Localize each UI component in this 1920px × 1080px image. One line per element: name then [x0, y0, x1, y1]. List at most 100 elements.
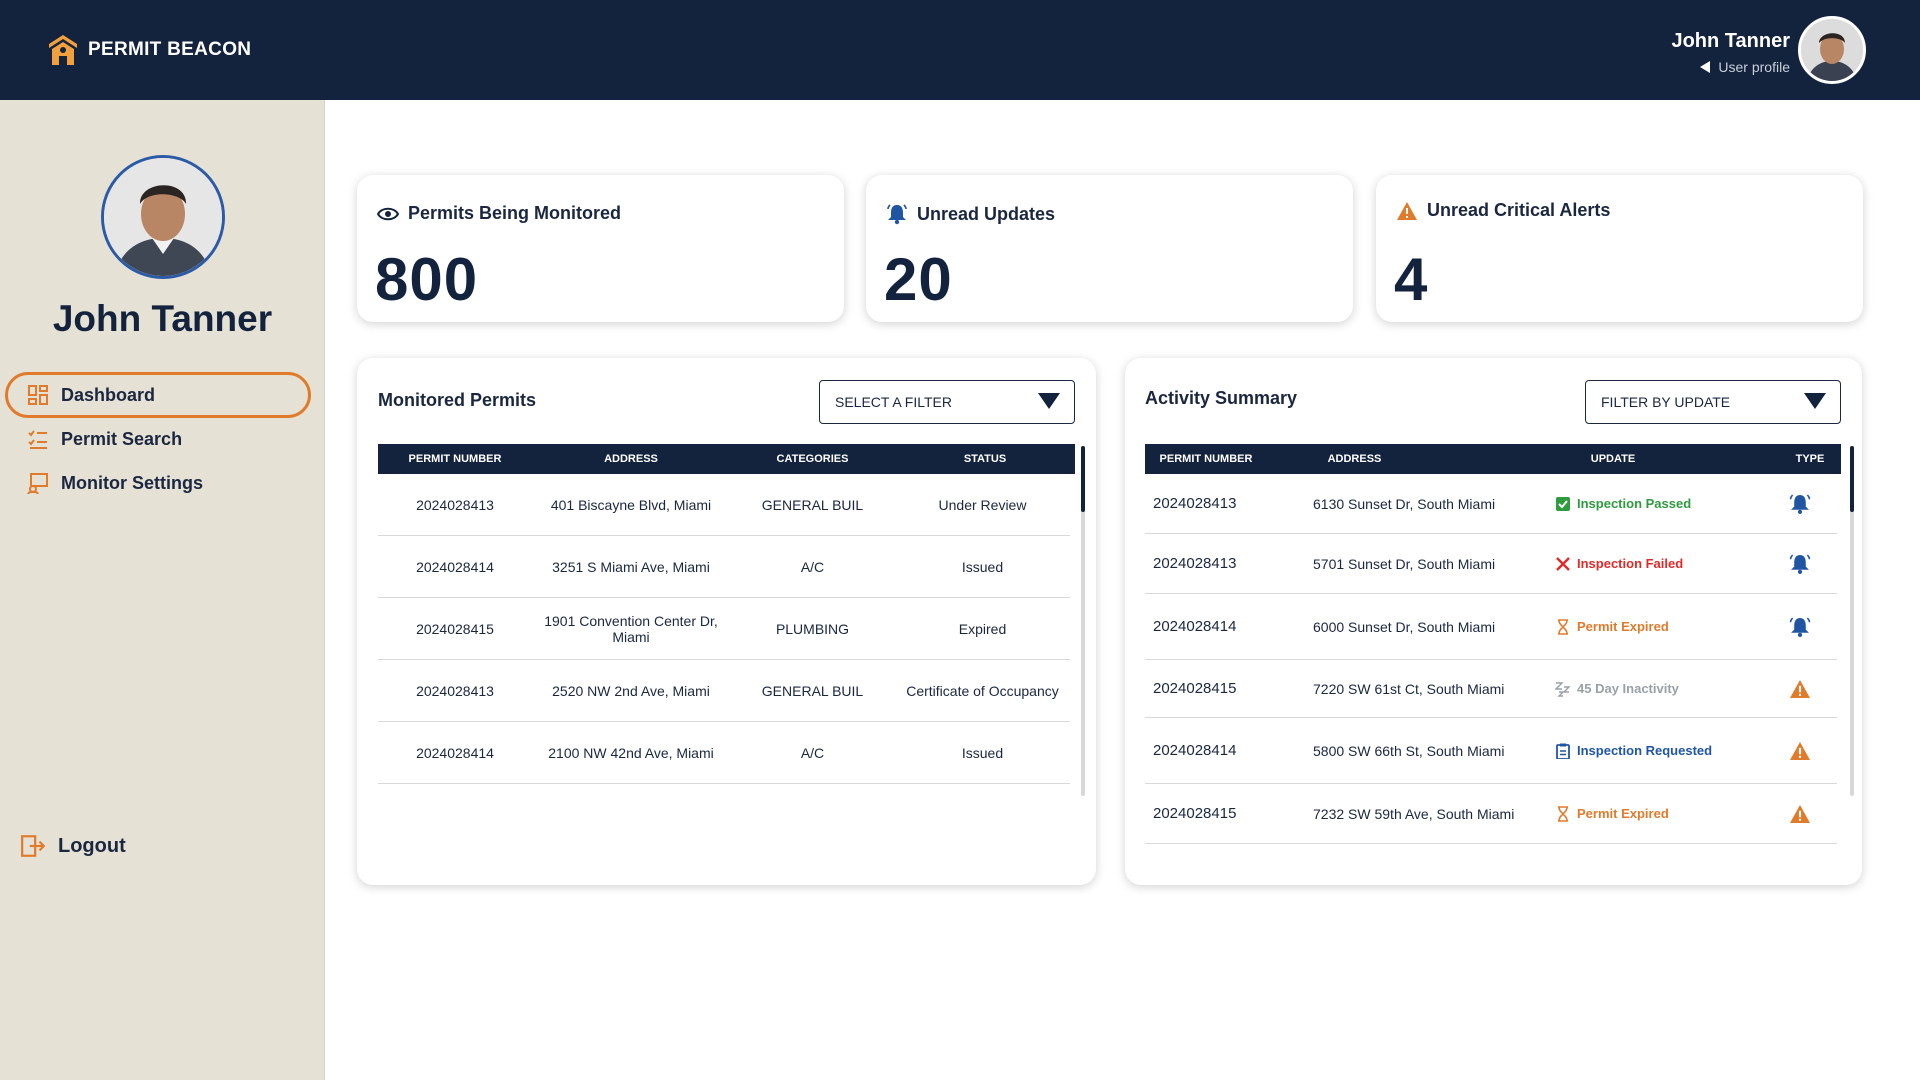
- update-type[interactable]: [1770, 741, 1830, 761]
- monitored-permits-panel: Monitored Permits SELECT A FILTER PERMIT…: [357, 358, 1096, 885]
- permit-number: 2024028413: [1153, 495, 1237, 512]
- update-type[interactable]: [1770, 493, 1830, 514]
- address: 6130 Sunset Dr, South Miami: [1313, 495, 1496, 512]
- sidebar-item-permit-search[interactable]: Permit Search: [5, 416, 311, 462]
- address: 5800 SW 66th St, South Miami: [1313, 742, 1505, 759]
- permit-number: 2024028414: [416, 558, 494, 575]
- table-row[interactable]: 2024028413 5701 Sunset Dr, South Miami Ins…: [1145, 534, 1837, 594]
- column-header[interactable]: UPDATE: [1590, 453, 1636, 465]
- address: 7232 SW 59th Ave, South Miami: [1313, 805, 1515, 822]
- status: Issued: [961, 744, 1004, 761]
- stat-label: Unread Critical Alerts: [1427, 200, 1611, 220]
- column-header[interactable]: CATEGORIES: [776, 453, 849, 465]
- update-status: Inspection Passed: [1545, 496, 1770, 512]
- sidebar-avatar: [101, 155, 225, 279]
- address: 3251 S Miami Ave, Miami: [552, 558, 710, 575]
- status: Issued: [961, 558, 1004, 575]
- logout-label: Logout: [58, 834, 126, 857]
- eye-icon: [377, 207, 399, 220]
- column-header[interactable]: STATUS: [963, 453, 1007, 465]
- table-row[interactable]: 2024028415 7220 SW 61st Ct, South Miami 45…: [1145, 660, 1837, 718]
- filter-value: SELECT A FILTER: [835, 394, 952, 410]
- address: 6000 Sunset Dr, South Miami: [1313, 618, 1496, 635]
- address: 1901 Convention Center Dr, Miami: [544, 612, 718, 645]
- column-header[interactable]: ADDRESS: [1327, 453, 1382, 465]
- user-menu[interactable]: John Tanner User profile: [1671, 30, 1790, 75]
- warning-icon: [1790, 741, 1810, 760]
- permit-number: 2024028413: [416, 496, 494, 513]
- table-row[interactable]: 2024028414 5800 SW 66th St, South Miami In…: [1145, 718, 1837, 784]
- update-type[interactable]: [1770, 553, 1830, 574]
- status: Certificate of Occupancy: [906, 682, 1059, 699]
- scrollbar-thumb[interactable]: [1081, 446, 1085, 512]
- stat-label: Unread Updates: [917, 203, 1056, 224]
- update-label: Permit Expired: [1577, 619, 1669, 634]
- address: 401 Biscayne Blvd, Miami: [550, 496, 712, 513]
- warning-icon: [1790, 804, 1810, 823]
- sidebar-item-label: Permit Search: [61, 428, 183, 449]
- update-label: Permit Expired: [1577, 806, 1669, 821]
- bell-icon: [1789, 616, 1811, 637]
- column-header[interactable]: PERMIT NUMBER: [408, 453, 502, 465]
- column-header[interactable]: PERMIT NUMBER: [1159, 453, 1253, 465]
- filter-value: FILTER BY UPDATE: [1601, 394, 1731, 410]
- scrollbar[interactable]: [1850, 446, 1854, 796]
- hourglass-icon: [1558, 805, 1568, 822]
- scrollbar-thumb[interactable]: [1850, 446, 1854, 512]
- address: 2520 NW 2nd Ave, Miami: [552, 682, 710, 699]
- logout-button[interactable]: Logout: [20, 833, 126, 859]
- checklist-icon: [28, 430, 47, 449]
- update-label: Inspection Failed: [1577, 556, 1684, 571]
- column-header[interactable]: ADDRESS: [604, 453, 658, 465]
- table-row[interactable]: 2024028413 2520 NW 2nd Ave, Miami GENERA…: [378, 660, 1070, 722]
- table-row[interactable]: 2024028415 1901 Convention Center Dr, Mi…: [378, 598, 1070, 660]
- table-row[interactable]: 2024028414 3251 S Miami Ave, Miami A/C I…: [378, 536, 1070, 598]
- table-row[interactable]: 2024028413 6130 Sunset Dr, South Miami Ins…: [1145, 474, 1837, 534]
- sidebar-user-name: John Tanner: [52, 298, 273, 339]
- update-label: Inspection Passed: [1577, 496, 1692, 511]
- category: GENERAL BUIL: [761, 682, 864, 699]
- sleep-icon: [1555, 681, 1571, 697]
- address: 2100 NW 42nd Ave, Miami: [548, 744, 714, 761]
- stat-value: 20: [884, 246, 953, 313]
- update-type[interactable]: [1770, 679, 1830, 699]
- user-profile-label: User profile: [1718, 59, 1790, 75]
- stat-card-monitored: Permits Being Monitored 800: [357, 175, 844, 322]
- user-name: John Tanner: [1671, 30, 1790, 52]
- table-row[interactable]: 2024028413 401 Biscayne Blvd, Miami GENE…: [378, 474, 1070, 536]
- table-row[interactable]: 2024028414 2100 NW 42nd Ave, Miami A/C I…: [378, 722, 1070, 784]
- column-header[interactable]: TYPE: [1795, 453, 1825, 465]
- permit-number: 2024028414: [416, 744, 494, 761]
- update-type[interactable]: [1770, 804, 1830, 824]
- person-portrait: [1801, 19, 1863, 81]
- address: 7220 SW 61st Ct, South Miami: [1313, 680, 1505, 697]
- brand-logo[interactable]: PERMIT BEACON: [48, 34, 251, 66]
- panel-title: Monitored Permits: [378, 390, 537, 410]
- stat-title: Unread Critical Alerts: [1396, 200, 1610, 221]
- dashboard-icon: [28, 385, 48, 405]
- permit-number: 2024028415: [1153, 805, 1237, 822]
- table-row[interactable]: 2024028414 6000 Sunset Dr, South Miami Per…: [1145, 594, 1837, 660]
- table-row[interactable]: 2024028415 7232 SW 59th Ave, South Miami P…: [1145, 784, 1837, 844]
- category: GENERAL BUIL: [761, 496, 864, 513]
- scrollbar[interactable]: [1081, 446, 1085, 796]
- x-icon: [1556, 556, 1570, 571]
- permit-number: 2024028413: [416, 682, 494, 699]
- permit-filter-select[interactable]: SELECT A FILTER: [819, 380, 1075, 424]
- check-icon: [1556, 496, 1570, 511]
- update-status: Inspection Failed: [1545, 556, 1770, 572]
- bell-icon: [1789, 553, 1811, 574]
- avatar[interactable]: [1798, 16, 1866, 84]
- sidebar-item-monitor-settings[interactable]: Monitor Settings: [5, 460, 311, 506]
- stat-card-unread-updates: Unread Updates 20: [866, 175, 1353, 322]
- update-status: Permit Expired: [1545, 805, 1770, 822]
- clipboard-icon: [1556, 743, 1570, 759]
- table-header: PERMIT NUMBER ADDRESS CATEGORIES STATUS: [378, 444, 1075, 474]
- category: A/C: [800, 558, 825, 575]
- top-bar: PERMIT BEACON John Tanner User profile: [0, 0, 1920, 100]
- user-profile-link[interactable]: User profile: [1671, 59, 1790, 75]
- panel-title: Activity Summary: [1145, 388, 1298, 408]
- update-filter-select[interactable]: FILTER BY UPDATE: [1585, 380, 1841, 424]
- sidebar-item-dashboard[interactable]: Dashboard: [5, 372, 311, 418]
- update-type[interactable]: [1770, 616, 1830, 637]
